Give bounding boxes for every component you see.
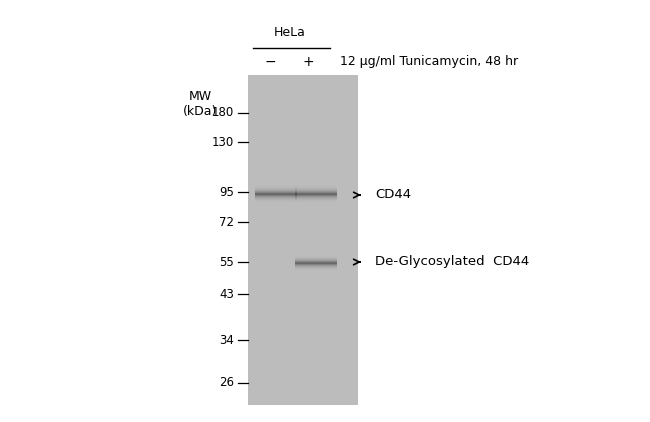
Text: 12 μg/ml Tunicamycin, 48 hr: 12 μg/ml Tunicamycin, 48 hr xyxy=(340,56,518,68)
Bar xyxy=(248,75,358,405)
Text: 95: 95 xyxy=(219,186,234,198)
Text: −: − xyxy=(264,55,276,69)
Text: 72: 72 xyxy=(219,216,234,228)
Text: 180: 180 xyxy=(212,106,234,119)
Text: 43: 43 xyxy=(219,287,234,300)
Text: MW
(kDa): MW (kDa) xyxy=(183,90,217,118)
Text: 34: 34 xyxy=(219,333,234,346)
Text: HeLa: HeLa xyxy=(274,25,306,38)
Text: 130: 130 xyxy=(212,135,234,149)
Text: CD44: CD44 xyxy=(375,189,411,201)
Text: De-Glycosylated  CD44: De-Glycosylated CD44 xyxy=(375,255,529,268)
Text: 55: 55 xyxy=(219,255,234,268)
Text: +: + xyxy=(302,55,314,69)
Text: 26: 26 xyxy=(219,376,234,390)
